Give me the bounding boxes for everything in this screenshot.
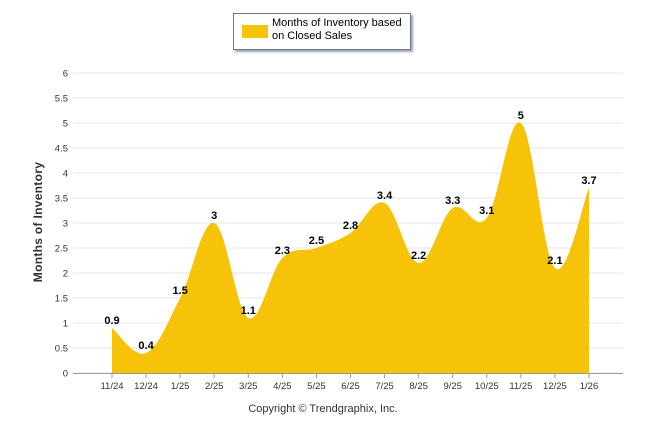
axes: 0 0.5 1 1.5 2 2.5 3 3.5 4 4.5 5 5.5 6 11/24 12/24 1/25 2… — [55, 69, 623, 392]
data-label: 3.7 — [581, 175, 596, 187]
x-tick-label: 2/25 — [205, 381, 224, 392]
y-tick-label: 1.5 — [55, 294, 68, 305]
y-tick-label: 2.5 — [55, 244, 68, 255]
x-tick-label: 12/25 — [543, 381, 567, 392]
data-label: 0.4 — [138, 340, 154, 352]
data-label: 2.3 — [275, 245, 290, 257]
x-tick-label: 1/26 — [580, 381, 599, 392]
x-tick-label: 11/25 — [509, 381, 532, 392]
y-tick-label: 5 — [63, 119, 68, 130]
x-tick-label: 7/25 — [375, 381, 394, 392]
data-label: 3 — [211, 210, 217, 222]
data-label: 3.4 — [377, 190, 393, 202]
y-tick-label: 5.5 — [55, 94, 68, 105]
copyright-text: Copyright © Trendgraphix, Inc. — [248, 403, 398, 415]
legend: Months of Inventory based on Closed Sale… — [233, 13, 411, 50]
y-tick-label: 1 — [63, 319, 68, 330]
data-label: 3.3 — [445, 195, 460, 207]
x-tick-label: 1/25 — [171, 381, 190, 392]
y-tick-label: 6 — [63, 69, 68, 80]
x-tick-label: 5/25 — [307, 381, 326, 392]
data-label: 2.2 — [411, 250, 426, 262]
data-label: 3.1 — [479, 205, 494, 217]
data-label: 5 — [518, 110, 524, 122]
x-tick-label: 3/25 — [239, 381, 258, 392]
y-tick-label: 0.5 — [55, 344, 68, 355]
data-label: 1.5 — [172, 285, 187, 297]
data-label: 2.1 — [547, 255, 562, 267]
data-label: 2.8 — [343, 220, 358, 232]
y-tick-label: 2 — [63, 269, 68, 280]
data-label: 2.5 — [309, 235, 324, 247]
area-fill — [112, 122, 589, 373]
data-labels: 0.9 0.4 1.5 3 1.1 2.3 2.5 2.8 3.4 2.2 3.3 3.1 5 2.1 3.… — [104, 110, 596, 352]
y-tick-label: 4 — [63, 169, 68, 180]
x-tick-label: 6/25 — [341, 381, 360, 392]
y-tick-label: 3.5 — [55, 194, 68, 205]
x-tick-label: 4/25 — [273, 381, 292, 392]
data-label: 1.1 — [241, 305, 256, 317]
x-tick-label: 11/24 — [100, 381, 123, 392]
x-tick-label: 10/25 — [475, 381, 499, 392]
y-tick-label: 4.5 — [55, 144, 68, 155]
y-axis-title: Months of Inventory — [31, 161, 45, 283]
y-tick-label: 0 — [63, 369, 68, 380]
x-tick-label: 8/25 — [409, 381, 428, 392]
series-area — [112, 122, 589, 373]
y-tick-label: 3 — [63, 219, 68, 230]
data-label: 0.9 — [104, 315, 119, 327]
x-tick-label: 9/25 — [443, 381, 462, 392]
legend-swatch — [242, 25, 268, 38]
legend-label: Months of Inventory based on Closed Sale… — [272, 17, 402, 42]
x-tick-label: 12/24 — [134, 381, 158, 392]
